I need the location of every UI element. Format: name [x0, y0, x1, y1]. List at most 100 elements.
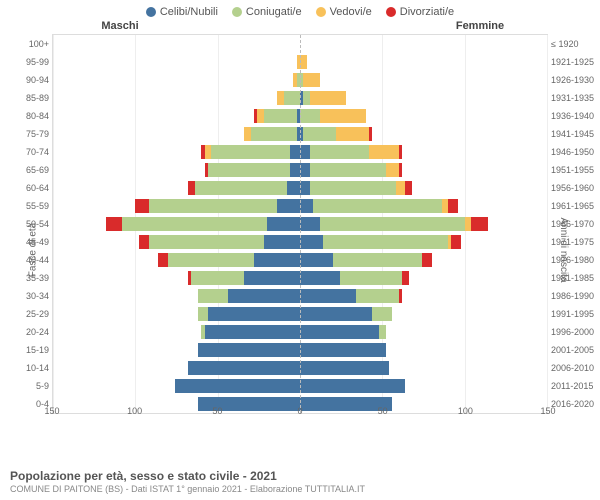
legend-swatch — [316, 7, 326, 17]
birth-label: 1956-1960 — [551, 183, 599, 193]
legend-item: Celibi/Nubili — [146, 6, 218, 18]
bar-female — [300, 37, 547, 51]
bar-male — [53, 199, 300, 213]
bar-female — [300, 55, 547, 69]
age-label: 20-24 — [11, 327, 49, 337]
birth-label: 1961-1965 — [551, 201, 599, 211]
bar-male — [53, 271, 300, 285]
header-male: Maschi — [0, 20, 300, 32]
bar-female — [300, 145, 547, 159]
legend-label: Coniugati/e — [246, 6, 302, 18]
age-label: 55-59 — [11, 201, 49, 211]
age-label: 75-79 — [11, 129, 49, 139]
x-tick: 100 — [458, 406, 473, 416]
age-label: 100+ — [11, 39, 49, 49]
birth-label: 1936-1940 — [551, 111, 599, 121]
legend-item: Coniugati/e — [232, 6, 302, 18]
bar-female — [300, 253, 547, 267]
bar-male — [53, 307, 300, 321]
age-label: 60-64 — [11, 183, 49, 193]
legend: Celibi/Nubili Coniugati/e Vedovi/e Divorzia… — [0, 0, 600, 20]
bar-female — [300, 217, 547, 231]
bar-male — [53, 289, 300, 303]
age-label: 70-74 — [11, 147, 49, 157]
age-label: 65-69 — [11, 165, 49, 175]
bar-male — [53, 37, 300, 51]
bar-male — [53, 235, 300, 249]
bar-male — [53, 163, 300, 177]
bar-female — [300, 361, 547, 375]
birth-label: 2011-2015 — [551, 381, 599, 391]
legend-label: Celibi/Nubili — [160, 6, 218, 18]
birth-label: 1931-1935 — [551, 93, 599, 103]
bar-female — [300, 73, 547, 87]
bar-male — [53, 253, 300, 267]
age-label: 95-99 — [11, 57, 49, 67]
birth-label: 2001-2005 — [551, 345, 599, 355]
gridline — [547, 35, 548, 413]
bar-female — [300, 307, 547, 321]
bar-female — [300, 199, 547, 213]
age-label: 0-4 — [11, 399, 49, 409]
birth-label: 1981-1985 — [551, 273, 599, 283]
age-label: 85-89 — [11, 93, 49, 103]
legend-swatch — [386, 7, 396, 17]
bar-female — [300, 163, 547, 177]
birth-label: 2016-2020 — [551, 399, 599, 409]
x-tick: 100 — [127, 406, 142, 416]
age-label: 45-49 — [11, 237, 49, 247]
birth-label: 1951-1955 — [551, 165, 599, 175]
bar-male — [53, 217, 300, 231]
birth-label: 1991-1995 — [551, 309, 599, 319]
legend-label: Divorziati/e — [400, 6, 454, 18]
bar-male — [53, 145, 300, 159]
header-female: Femmine — [300, 20, 600, 32]
gender-headers: Maschi Femmine — [0, 20, 600, 32]
birth-label: 1976-1980 — [551, 255, 599, 265]
bar-male — [53, 343, 300, 357]
bar-male — [53, 55, 300, 69]
age-label: 90-94 — [11, 75, 49, 85]
bar-female — [300, 271, 547, 285]
birth-label: 1996-2000 — [551, 327, 599, 337]
birth-label: 1971-1975 — [551, 237, 599, 247]
age-label: 80-84 — [11, 111, 49, 121]
bar-male — [53, 127, 300, 141]
age-label: 5-9 — [11, 381, 49, 391]
yaxis-label-left: Fasce di età — [28, 223, 39, 277]
bar-male — [53, 73, 300, 87]
legend-label: Vedovi/e — [330, 6, 372, 18]
age-label: 10-14 — [11, 363, 49, 373]
bar-female — [300, 127, 547, 141]
bar-female — [300, 325, 547, 339]
legend-item: Divorziati/e — [386, 6, 454, 18]
bar-female — [300, 109, 547, 123]
legend-swatch — [232, 7, 242, 17]
bar-male — [53, 109, 300, 123]
footer: Popolazione per età, sesso e stato civil… — [10, 469, 590, 494]
bar-female — [300, 289, 547, 303]
chart-title: Popolazione per età, sesso e stato civil… — [10, 469, 590, 483]
bar-male — [53, 361, 300, 375]
center-line — [300, 35, 301, 413]
birth-label: 1926-1930 — [551, 75, 599, 85]
x-tick: 150 — [44, 406, 59, 416]
bar-female — [300, 235, 547, 249]
age-label: 15-19 — [11, 345, 49, 355]
birth-label: 1946-1950 — [551, 147, 599, 157]
bar-female — [300, 91, 547, 105]
legend-item: Vedovi/e — [316, 6, 372, 18]
x-tick: 150 — [540, 406, 555, 416]
age-label: 40-44 — [11, 255, 49, 265]
bar-female — [300, 343, 547, 357]
bar-female — [300, 379, 547, 393]
birth-label: 2006-2010 — [551, 363, 599, 373]
pyramid-chart: 100+≤ 192095-991921-192590-941926-193085… — [52, 34, 548, 414]
birth-label: 1941-1945 — [551, 129, 599, 139]
chart-subtitle: COMUNE DI PAITONE (BS) - Dati ISTAT 1° g… — [10, 484, 590, 494]
age-label: 50-54 — [11, 219, 49, 229]
birth-label: 1921-1925 — [551, 57, 599, 67]
bar-male — [53, 379, 300, 393]
age-label: 25-29 — [11, 309, 49, 319]
birth-label: ≤ 1920 — [551, 39, 599, 49]
